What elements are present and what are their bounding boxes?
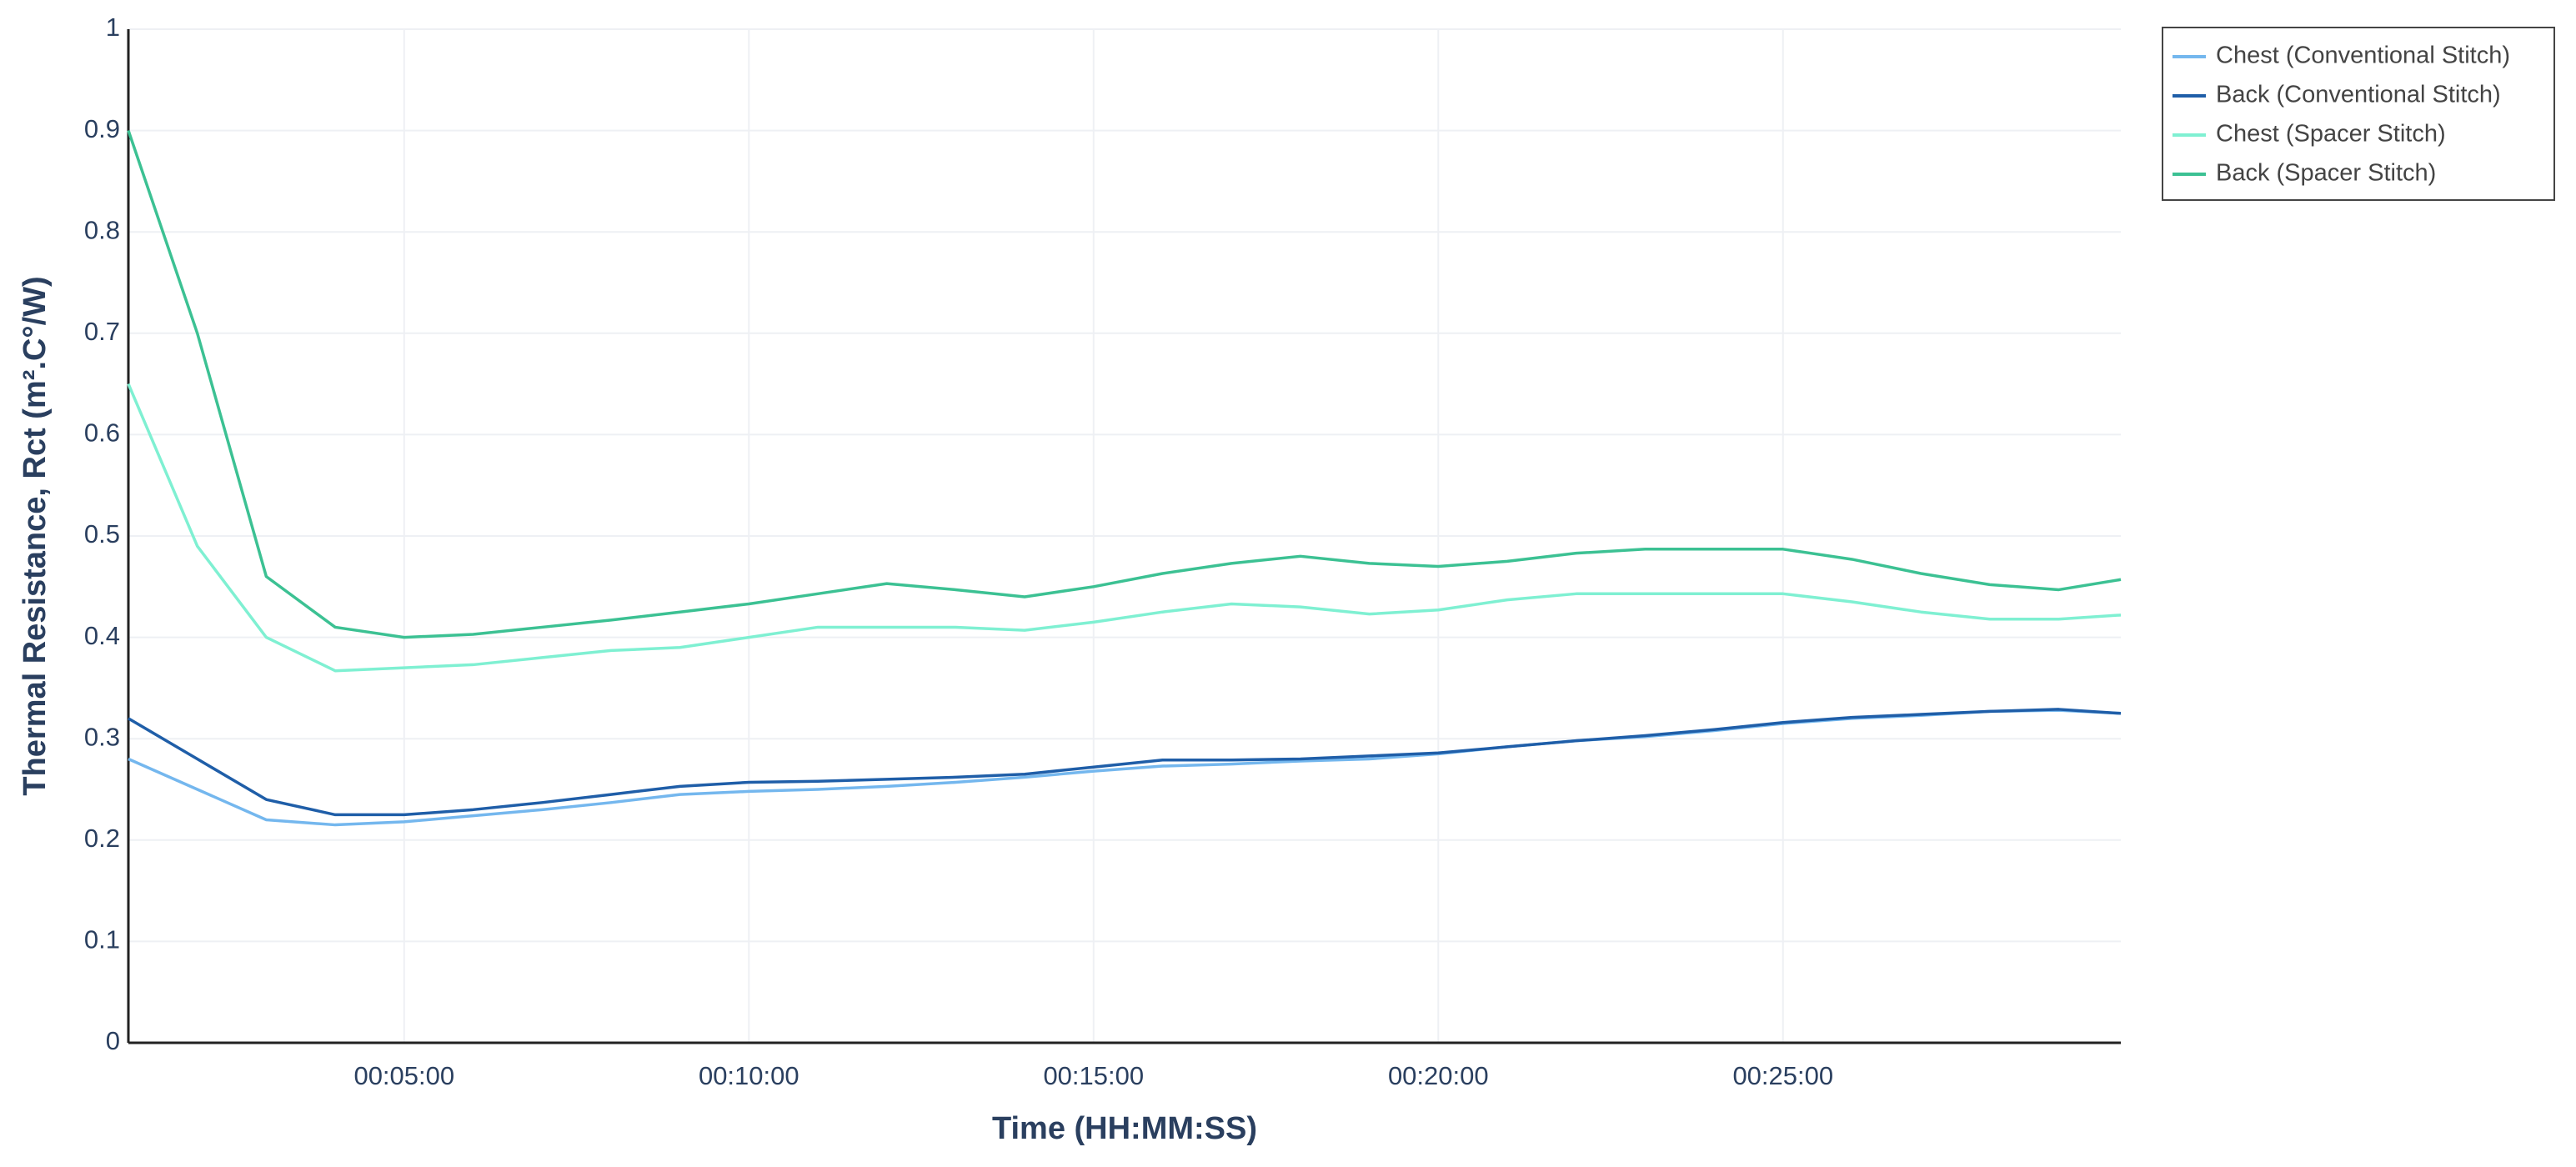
legend-label: Back (Conventional Stitch)	[2216, 82, 2501, 108]
x-tick-label: 00:10:00	[699, 1061, 799, 1090]
y-tick-label: 0.9	[84, 114, 120, 143]
legend-label: Chest (Spacer Stitch)	[2216, 121, 2446, 148]
y-tick-label: 0.6	[84, 418, 120, 448]
legend-label: Chest (Conventional Stitch)	[2216, 43, 2510, 69]
y-tick-label: 0.7	[84, 317, 120, 346]
y-tick-label: 1	[106, 13, 120, 42]
y-tick-label: 0.4	[84, 621, 120, 650]
x-axis-title: Time (HH:MM:SS)	[992, 1111, 1257, 1146]
y-tick-label: 0.8	[84, 215, 120, 244]
x-tick-label: 00:15:00	[1043, 1061, 1144, 1090]
series-line	[128, 709, 2122, 827]
legend-box	[2162, 27, 2555, 201]
series-line	[127, 383, 2122, 673]
y-tick-label: 0.2	[84, 824, 120, 853]
series-line	[127, 130, 2122, 639]
x-tick-label: 00:20:00	[1388, 1061, 1489, 1090]
legend-label: Back (Spacer Stitch)	[2216, 160, 2436, 187]
x-tick-label: 00:05:00	[353, 1061, 454, 1090]
y-axis-title: Thermal Resistance, Rct (m².C°/W)	[18, 276, 53, 795]
y-tick-label: 0.3	[84, 722, 120, 751]
y-tick-label: 0.5	[84, 519, 120, 548]
y-tick-label: 0	[106, 1026, 120, 1055]
y-tick-label: 0.1	[84, 925, 120, 954]
series-line	[128, 708, 2122, 817]
x-tick-label: 00:25:00	[1732, 1061, 1833, 1090]
